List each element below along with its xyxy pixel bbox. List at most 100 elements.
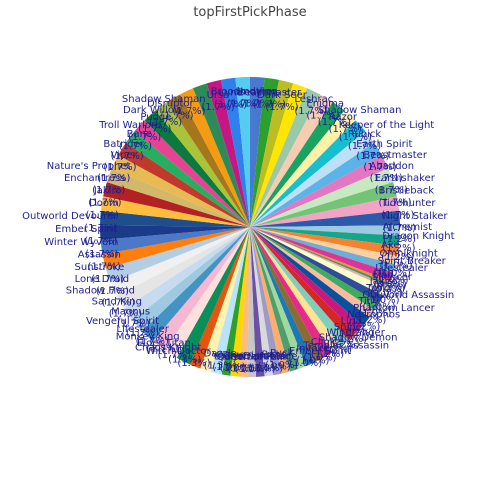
slice-label-percent: (1.7%) [136,336,169,347]
slice-label-name: Ursa [207,90,230,101]
slice-label-percent: (1.3%) [168,355,201,366]
slice-label: Invoker (1.0%) [296,344,334,367]
slice-label-percent: (1.7%) [348,141,381,152]
slice-label-name: Jakiro [369,276,398,287]
slice-label: Undying (1.7%) [236,86,277,109]
pie-slice [250,77,280,228]
slice-label-name: Rubick [348,129,381,140]
slice-label-name: Doom [89,198,119,209]
slice-label-percent: (1.0%) [235,364,268,375]
slice-label-name: Windranger [327,328,386,339]
pie-slice [250,142,382,227]
slice-label: Visage (1.0%) [212,350,245,373]
slice-label: Disruptor (1.7%) [147,99,195,122]
slice-label-name: Shadow Shaman [318,105,402,116]
slice-label: Winter Wyvern (1.7%) [44,237,118,260]
slice-label-name: Magnus [111,307,150,318]
slice-label-name: Outworld Devourer [22,211,118,222]
slice-label-percent: (1.7%) [172,106,205,117]
slice-label-name: Necrophos [347,310,400,321]
slice-label-name: Axe [381,240,400,251]
slice-label: Lich (0.3%) [374,268,407,291]
slice-label-percent: (1.7%) [128,132,161,143]
pie-slice [235,76,250,227]
slice-label-name: Chaos Knight [135,343,201,354]
slice-label: Nature's Prophet (1.7%) [47,161,131,184]
slice-label-percent: (1.7%) [138,124,171,135]
pie-slice [100,196,250,227]
slice-label: Batrider (1.7%) [103,139,144,162]
slice-label: Tusk (1.0%) [365,283,399,306]
slice-label-name: Clinkz [311,337,341,348]
slice-label-percent: (1.7%) [87,262,120,273]
slice-label-percent: (1.7%) [146,344,179,355]
pie-slice [250,227,307,370]
slice-label-name: Sunstroke [75,262,125,273]
slice-label-name: Elder Titan [137,338,191,349]
slice-label-percent: (1.7%) [227,98,260,109]
slice-label-percent: (1.3%) [177,358,210,369]
pie-slice [250,227,357,341]
slice-label: Bane (1.7%) [119,129,152,152]
slice-label: Earth Spirit (1.7%) [356,139,412,162]
slice-label-percent: (1.0%) [242,364,275,375]
pie-slice [220,77,250,228]
slice-label-name: Vengeful Spirit [86,316,159,327]
slice-label: Sniper (1.2%) [334,322,367,345]
slice-label-name: Ember Spirit [289,346,351,357]
slice-label-percent: (1.7%) [84,223,117,234]
slice-label-percent: (1.7%) [160,111,193,122]
slice-label-name: Night Stalker [383,211,449,222]
slice-label-percent: (0.3%) [372,284,405,295]
slice-label-name: Beastmaster [238,88,302,99]
pie-slice [132,227,250,332]
slice-label-name: Abaddon [370,161,414,172]
slice-label-percent: (1.7%) [149,117,182,128]
slice-label-name: Dazzle [204,348,237,359]
slice-label: Tiny (1.0%) [357,296,391,319]
pie-slice [123,227,250,321]
slice-label: Necrophos (1.2%) [347,310,400,333]
slice-label-percent: (1.7%) [329,124,362,135]
slice-label-percent: (1.2%) [334,334,367,345]
slice-label-name: Shadow Shaman [122,94,206,105]
slice-label: Shadow Shaman (1.7%) [318,105,402,128]
pie-slice [250,227,274,377]
pie-slice [250,227,299,372]
slice-label-percent: (1.7%) [253,100,286,111]
pie-slice [100,227,250,255]
slice-label-percent: (1.7%) [126,328,159,339]
pie-slice [142,227,250,342]
pie-slice [250,79,294,227]
slice-label: Viper (1.7%) [103,150,137,173]
slice-label: Jakiro (1.0%) [369,276,403,299]
slice-label-name: Enigma [306,99,344,110]
slice-label-name: Lion [373,270,394,281]
slice-label-name: Shadow Fiend [66,286,135,297]
pie-slice [250,196,400,227]
slice-label-percent: (1.7%) [201,102,234,113]
slice-label-name: Viper [111,150,138,161]
slice-label-percent: (1.0%) [265,360,298,371]
slice-label-name: Sand King [92,296,142,307]
slice-label: Omniknight (1.0%) [380,249,438,272]
slice-label: Pudge (1.7%) [138,112,171,135]
slice-label-name: Undying [236,86,277,97]
slice-label-percent: (1.0%) [289,358,322,369]
slice-label-percent: (1.7%) [265,102,298,113]
slice-label-percent: (1.7%) [86,210,119,221]
pie-slice [221,227,250,376]
slice-label: Bristleback (1.7%) [379,186,435,209]
slice-label-percent: (1.7%) [363,162,396,173]
slice-label-percent: (1.0%) [362,302,395,313]
slice-label: Lone Druid (1.7%) [75,274,130,297]
pie-slice [230,227,250,377]
slice-label-name: Lich [374,268,394,279]
slice-label-percent: (1.0%) [375,275,408,286]
slice-label-percent: (1.7%) [91,274,124,285]
pie-slice [102,227,251,269]
slice-label-percent: (1.7%) [339,132,372,143]
pie-slice [125,131,250,227]
slice-label-percent: (1.0%) [258,362,291,373]
